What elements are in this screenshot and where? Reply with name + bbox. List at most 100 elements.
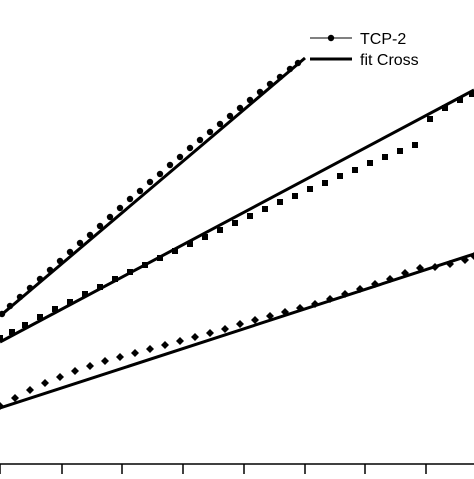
data-point	[247, 213, 253, 219]
data-point	[206, 329, 214, 337]
series-diamonds	[0, 252, 474, 410]
data-point	[106, 213, 114, 221]
data-point	[97, 284, 103, 290]
data-point	[11, 394, 19, 402]
data-point	[82, 291, 88, 297]
data-point	[416, 264, 424, 272]
fit-line	[0, 88, 474, 344]
data-point	[217, 227, 223, 233]
fit-line	[0, 252, 474, 410]
data-point	[276, 73, 284, 81]
legend-label-tcp2: TCP-2	[360, 31, 406, 48]
data-point	[352, 167, 358, 173]
data-point	[136, 187, 144, 195]
data-point	[461, 256, 469, 264]
data-point	[66, 248, 74, 256]
data-point	[221, 325, 229, 333]
series-layer	[0, 56, 474, 410]
data-point	[427, 116, 433, 122]
data-point	[337, 173, 343, 179]
data-point	[157, 255, 163, 261]
data-point	[356, 285, 364, 293]
data-point	[56, 373, 64, 381]
data-point	[6, 302, 14, 310]
data-point	[22, 322, 28, 328]
data-point	[469, 91, 474, 97]
data-point	[307, 186, 313, 192]
data-point	[266, 80, 274, 88]
x-axis	[0, 463, 474, 474]
data-point	[37, 314, 43, 320]
data-point	[311, 300, 319, 308]
series-circles	[0, 56, 306, 318]
data-point	[71, 367, 79, 375]
data-point	[286, 65, 294, 73]
data-point	[0, 335, 3, 341]
data-point	[16, 293, 24, 301]
data-point	[9, 329, 15, 335]
data-point	[52, 306, 58, 312]
data-point	[131, 349, 139, 357]
data-point	[382, 154, 388, 160]
data-point	[401, 269, 409, 277]
data-point	[216, 120, 224, 128]
data-point	[196, 136, 204, 144]
data-point	[294, 59, 302, 67]
data-point	[127, 269, 133, 275]
data-point	[281, 308, 289, 316]
data-point	[251, 316, 259, 324]
data-point	[446, 260, 454, 268]
legend: TCP-2 fit Cross	[306, 24, 466, 72]
data-point	[146, 345, 154, 353]
fit-line	[0, 56, 306, 318]
data-point	[161, 341, 169, 349]
data-point	[46, 266, 54, 274]
data-point	[187, 241, 193, 247]
data-point	[191, 333, 199, 341]
data-point	[277, 199, 283, 205]
data-point	[86, 231, 94, 239]
data-point	[397, 148, 403, 154]
data-point	[292, 193, 298, 199]
data-point	[202, 234, 208, 240]
data-point	[246, 96, 254, 104]
data-point	[341, 290, 349, 298]
data-point	[116, 353, 124, 361]
series-squares	[0, 88, 474, 344]
data-point	[232, 220, 238, 226]
data-point	[116, 204, 124, 212]
data-point	[322, 180, 328, 186]
data-point	[26, 284, 34, 292]
legend-label-fit: fit Cross	[360, 52, 419, 69]
data-point	[36, 275, 44, 283]
data-point	[0, 310, 6, 318]
data-point	[172, 248, 178, 254]
data-point	[442, 105, 448, 111]
data-point	[470, 252, 474, 260]
data-point	[386, 275, 394, 283]
data-point	[206, 128, 214, 136]
data-point	[176, 153, 184, 161]
data-point	[236, 320, 244, 328]
data-point	[371, 280, 379, 288]
data-point	[226, 112, 234, 120]
data-point	[76, 239, 84, 247]
data-point	[176, 337, 184, 345]
data-point	[86, 362, 94, 370]
data-point	[67, 299, 73, 305]
data-point	[186, 144, 194, 152]
data-point	[56, 257, 64, 265]
data-point	[0, 402, 4, 410]
data-point	[146, 178, 154, 186]
data-point	[367, 160, 373, 166]
data-point	[112, 276, 118, 282]
data-point	[166, 161, 174, 169]
data-point	[266, 312, 274, 320]
data-point	[101, 357, 109, 365]
data-point	[457, 97, 463, 103]
data-point	[126, 195, 134, 203]
data-point	[142, 262, 148, 268]
data-point	[236, 104, 244, 112]
data-point	[431, 263, 439, 271]
